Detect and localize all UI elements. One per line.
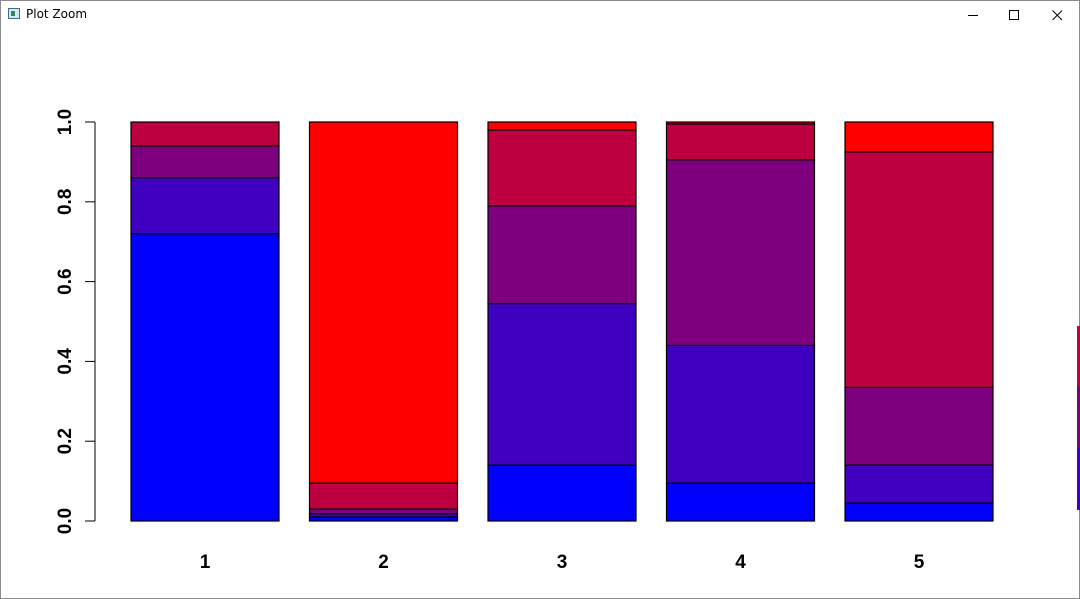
bar-segment-3-5	[487, 121, 637, 131]
bar-segment-2-3	[308, 508, 459, 515]
x-axis-labels: 1 2 3 4 5	[200, 552, 925, 573]
y-axis: 0.0 0.2 0.4 0.6 0.8 1.0	[55, 109, 96, 534]
bar-segment-4-4	[665, 123, 816, 161]
x-tick-label: 4	[735, 552, 746, 573]
bar-segment-3-1	[487, 464, 637, 522]
bar-segment-4-2	[665, 344, 816, 484]
maximize-button[interactable]	[991, 1, 1037, 29]
window-title: Plot Zoom	[26, 7, 88, 21]
x-tick-label: 5	[914, 552, 925, 573]
y-tick-label: 0.2	[55, 428, 76, 454]
maximize-icon	[1009, 10, 1019, 20]
close-icon	[1052, 10, 1063, 21]
bar-segment-5-1	[844, 502, 994, 522]
bar-segment-4-1	[665, 482, 816, 522]
bar-segment-2-4	[308, 482, 459, 510]
bar-segment-4-5	[665, 121, 816, 125]
x-tick-label: 3	[557, 552, 568, 573]
bars-group	[130, 121, 994, 522]
y-tick-label: 0.6	[55, 268, 76, 294]
minimize-button[interactable]	[950, 1, 996, 29]
background-window-edge	[1077, 326, 1080, 510]
minimize-icon	[968, 15, 978, 16]
close-button[interactable]	[1034, 1, 1080, 29]
bar-segment-1-2	[130, 177, 280, 235]
bar-segment-5-5	[844, 121, 994, 153]
bar-segment-1-1	[130, 233, 280, 522]
y-tick-label: 0.8	[55, 189, 76, 215]
bar-segment-5-4	[844, 151, 994, 388]
x-tick-label: 2	[378, 552, 389, 573]
y-tick-label: 0.0	[55, 508, 76, 534]
bar-segment-5-2	[844, 464, 994, 504]
bar-segment-5-3	[844, 386, 994, 466]
y-tick-label: 1.0	[55, 109, 76, 135]
bar-segment-1-3	[130, 145, 280, 179]
x-tick-label: 1	[200, 552, 211, 573]
title-bar[interactable]: Plot Zoom	[1, 1, 1079, 29]
y-tick-label: 0.4	[55, 348, 76, 375]
bar-segment-4-3	[665, 159, 816, 347]
bar-segment-2-5	[308, 121, 459, 484]
bar-segment-3-3	[487, 205, 637, 305]
bar-segment-3-4	[487, 129, 637, 207]
bar-segment-3-2	[487, 302, 637, 466]
plot-window-icon	[8, 8, 20, 19]
bar-segment-1-4	[130, 121, 280, 147]
stacked-bar-chart: 0.0 0.2 0.4 0.6 0.8 1.0 1 2 3 4 5	[55, 109, 994, 573]
